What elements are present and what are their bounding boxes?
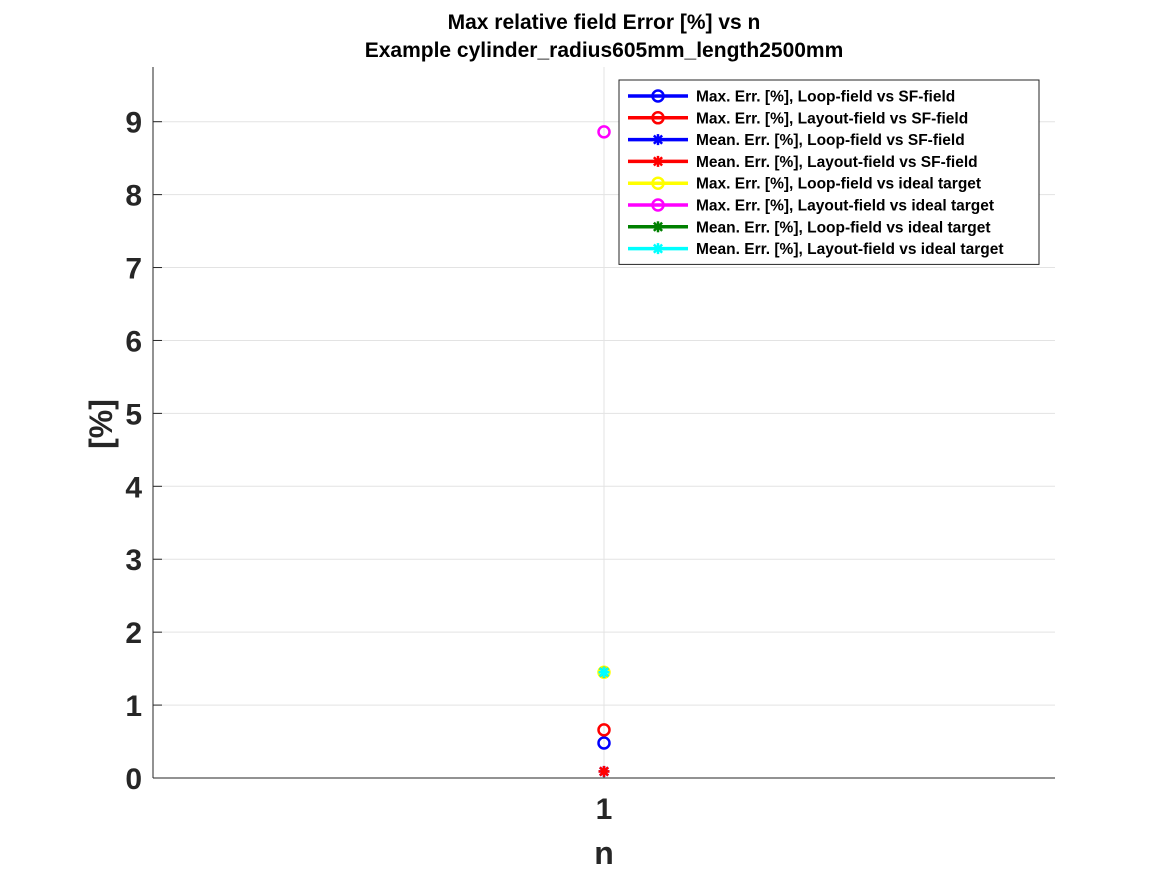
data-point-series-2 (597, 723, 611, 737)
y-tick-label: 1 (125, 690, 142, 723)
chart-title-line-1: Max relative field Error [%] vs n (448, 11, 761, 34)
legend-item-7: Mean. Err. [%], Loop-field vs ideal targ… (628, 219, 991, 236)
asterisk-stroke (652, 156, 664, 167)
legend-marker (652, 243, 664, 255)
y-tick-label: 2 (125, 617, 142, 650)
y-tick-label: 3 (125, 544, 142, 577)
legend-label: Max. Err. [%], Layout-field vs SF-field (696, 110, 968, 127)
y-tick-label: 0 (125, 763, 142, 796)
legend-marker (651, 89, 665, 103)
data-point-series-4 (598, 765, 610, 777)
y-axis-label: [%] (83, 399, 119, 449)
legend-item-2: Max. Err. [%], Layout-field vs SF-field (628, 110, 968, 127)
legend-item-8: Mean. Err. [%], Layout-field vs ideal ta… (628, 241, 1004, 258)
asterisk-stroke (598, 766, 610, 777)
tick-labels: 0 1 2 3 4 5 6 7 8 9 1 (125, 107, 612, 826)
legend-box (618, 79, 1040, 265)
legend-label: Max. Err. [%], Loop-field vs SF-field (696, 89, 955, 106)
legend-item-4: Mean. Err. [%], Layout-field vs SF-field (628, 154, 978, 171)
legend-marker (651, 176, 665, 190)
legend-label: Mean. Err. [%], Loop-field vs SF-field (696, 132, 965, 149)
data-point-series-8 (598, 666, 610, 678)
legend-marker (651, 198, 665, 212)
legend-label: Mean. Err. [%], Layout-field vs ideal ta… (696, 241, 1004, 258)
legend: Max. Err. [%], Loop-field vs SF-field Max… (618, 79, 1040, 265)
asterisk-stroke (598, 667, 610, 678)
legend-item-5: Max. Err. [%], Loop-field vs ideal targe… (628, 176, 981, 193)
y-tick-label: 6 (125, 325, 142, 358)
legend-label: Mean. Err. [%], Layout-field vs SF-field (696, 154, 978, 171)
y-tick-label: 7 (125, 253, 142, 286)
y-tick-label: 5 (125, 398, 142, 431)
legend-marker (652, 134, 664, 146)
legend-item-6: Max. Err. [%], Layout-field vs ideal tar… (628, 198, 994, 215)
legend-marker (651, 111, 665, 125)
x-axis-label: n (594, 835, 614, 871)
chart-title-line-2: Example cylinder_radius605mm_length2500m… (365, 39, 844, 62)
asterisk-stroke (652, 221, 664, 232)
data-marks (597, 125, 611, 777)
legend-marker (652, 155, 664, 167)
grid (153, 67, 1055, 778)
legend-item-1: Max. Err. [%], Loop-field vs SF-field (628, 89, 955, 106)
asterisk-stroke (652, 243, 664, 254)
data-point-series-1 (597, 736, 611, 750)
legend-label: Mean. Err. [%], Loop-field vs ideal targ… (696, 219, 991, 236)
legend-marker (652, 221, 664, 233)
x-tick-label: 1 (596, 793, 613, 826)
y-tick-label: 4 (125, 471, 142, 504)
data-point-series-6 (597, 125, 611, 139)
y-tick-label: 9 (125, 107, 142, 140)
legend-label: Max. Err. [%], Layout-field vs ideal tar… (696, 198, 994, 215)
asterisk-stroke (652, 134, 664, 145)
axes (152, 67, 1055, 779)
legend-item-3: Mean. Err. [%], Loop-field vs SF-field (628, 132, 965, 149)
legend-label: Max. Err. [%], Loop-field vs ideal targe… (696, 176, 981, 193)
y-tick-label: 8 (125, 180, 142, 213)
